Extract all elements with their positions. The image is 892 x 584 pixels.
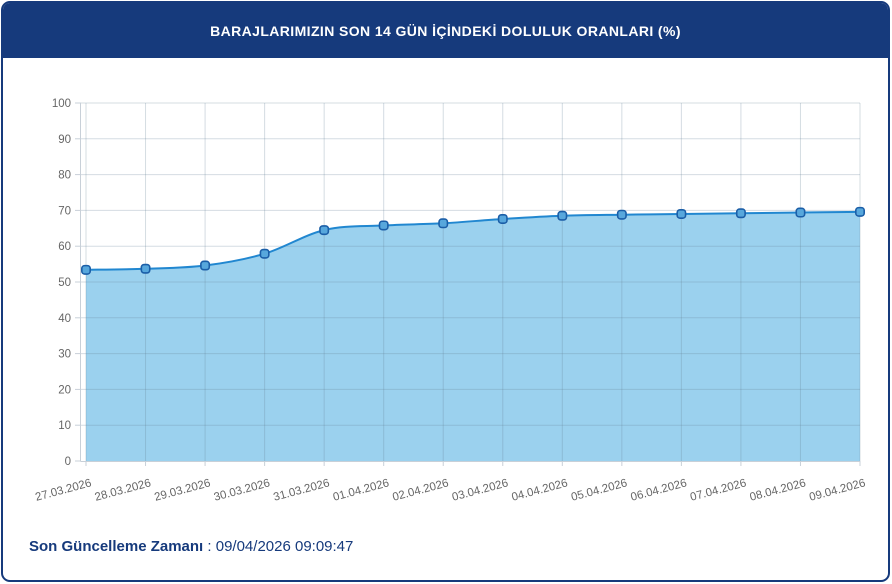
x-axis-label: 01.04.2026 xyxy=(332,477,391,503)
chart-area[interactable]: 0 10 20 30 40 50 60 70 80 90 100 27.03.2026 28.03.20… xyxy=(3,72,888,530)
series-line xyxy=(85,210,861,271)
data-point-marker[interactable] xyxy=(200,260,211,271)
data-point-marker[interactable] xyxy=(319,225,330,236)
data-point-marker[interactable] xyxy=(795,207,806,218)
y-axis-label: 60 xyxy=(58,241,71,253)
chart-title: BARAJLARIMIZIN SON 14 GÜN İÇİNDEKİ DOLUL… xyxy=(210,22,681,39)
data-point-marker[interactable] xyxy=(81,264,92,275)
y-axis-label: 80 xyxy=(58,170,71,182)
data-point-marker[interactable] xyxy=(735,208,746,219)
x-axis-label: 06.04.2026 xyxy=(629,477,688,503)
y-axis-label: 30 xyxy=(58,349,71,361)
series-area-fill xyxy=(86,211,860,461)
y-axis-label: 20 xyxy=(58,384,71,396)
data-point-marker[interactable] xyxy=(140,263,151,274)
area-chart[interactable]: 0 10 20 30 40 50 60 70 80 90 100 27.03.2026 28.03.20… xyxy=(3,72,888,530)
data-point-marker[interactable] xyxy=(497,213,508,224)
x-axis-label: 30.03.2026 xyxy=(213,477,272,503)
x-axis-label: 09.04.2026 xyxy=(808,477,867,503)
x-axis-label: 02.04.2026 xyxy=(391,477,450,503)
data-point-marker[interactable] xyxy=(438,218,449,229)
data-point-marker[interactable] xyxy=(259,248,270,259)
x-axis-label: 29.03.2026 xyxy=(153,477,212,503)
data-point-marker[interactable] xyxy=(854,206,865,217)
y-axis-label: 100 xyxy=(52,98,71,110)
data-point-marker[interactable] xyxy=(378,220,389,231)
last-update-line: Son Güncelleme Zamanı : 09/04/2026 09:09… xyxy=(3,538,888,555)
x-axis-label: 03.04.2026 xyxy=(451,477,510,503)
x-axis-label: 04.04.2026 xyxy=(510,477,569,503)
x-axis-label: 28.03.2026 xyxy=(94,477,153,503)
x-axis-label: 05.04.2026 xyxy=(570,477,629,503)
x-axis-label: 07.04.2026 xyxy=(689,477,748,503)
x-axis-label: 08.04.2026 xyxy=(749,477,808,503)
data-point-marker[interactable] xyxy=(676,208,687,219)
data-point-marker[interactable] xyxy=(557,210,568,221)
y-axis-label: 50 xyxy=(58,277,71,289)
y-axis-label: 90 xyxy=(58,134,71,146)
x-axis-label: 31.03.2026 xyxy=(272,477,331,503)
x-axis-label: 27.03.2026 xyxy=(34,477,93,503)
y-axis-label: 70 xyxy=(58,205,71,217)
y-axis-label: 10 xyxy=(58,420,71,432)
last-update-label: Son Güncelleme Zamanı xyxy=(29,538,204,555)
y-axis-label: 40 xyxy=(58,313,71,325)
last-update-separator: : xyxy=(203,538,216,555)
last-update-value: 09/04/2026 09:09:47 xyxy=(215,538,354,555)
y-axis-label: 0 xyxy=(65,456,71,468)
panel-header: BARAJLARIMIZIN SON 14 GÜN İÇİNDEKİ DOLUL… xyxy=(3,3,888,58)
data-point-marker[interactable] xyxy=(616,209,627,220)
